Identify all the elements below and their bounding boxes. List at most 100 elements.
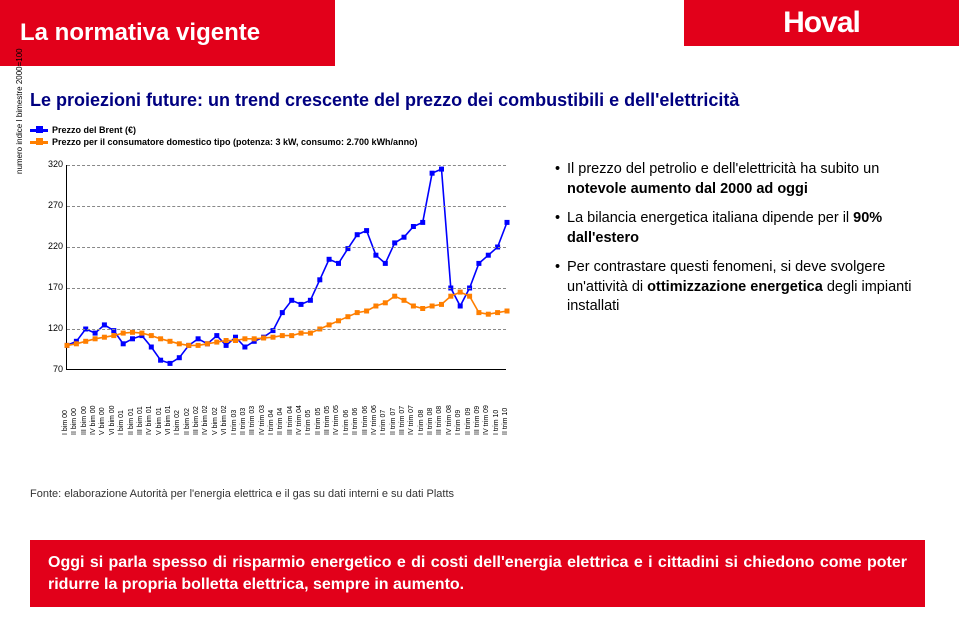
series-marker	[336, 318, 341, 323]
series-marker	[299, 331, 304, 336]
series-marker	[336, 261, 341, 266]
xtick-label: III trim 07	[399, 406, 406, 435]
brand-text: Hoval	[783, 6, 860, 40]
xtick-label: V bim 01	[156, 407, 163, 435]
xtick-label: II trim 03	[240, 408, 247, 435]
series-marker	[186, 343, 191, 348]
xtick-label: I bim 02	[174, 410, 181, 435]
series-marker	[158, 336, 163, 341]
legend-swatch-2	[30, 141, 48, 144]
series-marker	[149, 345, 154, 350]
xtick-label: II trim 04	[277, 408, 284, 435]
series-marker	[233, 338, 238, 343]
series-marker	[327, 322, 332, 327]
gridline	[67, 329, 506, 330]
slide-title: Le proiezioni future: un trend crescente…	[30, 90, 739, 111]
series-marker	[121, 331, 126, 336]
series-marker	[196, 336, 201, 341]
series-marker	[111, 333, 116, 338]
series-marker	[505, 220, 510, 225]
xtick-label: IV trim 09	[483, 405, 490, 435]
series-marker	[149, 333, 154, 338]
xtick-label: II trim 08	[427, 408, 434, 435]
series-marker	[430, 171, 435, 176]
xtick-label: IV trim 08	[446, 405, 453, 435]
series-marker	[430, 304, 435, 309]
series-marker	[458, 304, 463, 309]
ytick-label: 270	[41, 200, 63, 210]
xtick-label: III bim 02	[193, 406, 200, 435]
xtick-label: II trim 10	[502, 408, 509, 435]
chart-ylabel: numero indice I bimestre 2000=100	[15, 48, 24, 174]
source-text: Fonte: elaborazione Autorità per l'energ…	[30, 488, 454, 500]
xtick-label: I trim 04	[268, 410, 275, 435]
series-marker	[83, 339, 88, 344]
series-marker	[392, 294, 397, 299]
series-marker	[317, 277, 322, 282]
bullet-item: La bilancia energetica italiana dipende …	[555, 209, 935, 248]
series-marker	[392, 240, 397, 245]
xtick-label: II bim 02	[184, 408, 191, 435]
series-marker	[252, 336, 257, 341]
series-marker	[102, 322, 107, 327]
xtick-label: VI bim 00	[109, 405, 116, 435]
series-marker	[168, 361, 173, 366]
xtick-label: I bim 00	[62, 410, 69, 435]
series-marker	[130, 330, 135, 335]
legend-series-1: Prezzo del Brent (€)	[30, 125, 450, 135]
series-marker	[486, 312, 491, 317]
series-marker	[214, 333, 219, 338]
bullet-bold: notevole aumento dal 2000 ad oggi	[567, 181, 808, 197]
series-marker	[280, 310, 285, 315]
series-marker	[355, 232, 360, 237]
series-marker	[383, 300, 388, 305]
series-marker	[214, 340, 219, 345]
legend-series-2: Prezzo per il consumatore domestico tipo…	[30, 137, 450, 147]
chart-plot-area: 70120170220270320	[66, 165, 506, 370]
series-marker	[505, 309, 510, 314]
series-marker	[289, 298, 294, 303]
ytick-label: 70	[41, 364, 63, 374]
series-marker	[420, 220, 425, 225]
series-marker	[242, 336, 247, 341]
ytick-label: 120	[41, 323, 63, 333]
series-marker	[476, 310, 481, 315]
series-marker	[402, 298, 407, 303]
series-marker	[74, 341, 79, 346]
series-marker	[402, 235, 407, 240]
xtick-label: II trim 09	[465, 408, 472, 435]
legend-label-1: Prezzo del Brent (€)	[52, 125, 136, 135]
xtick-label: IV trim 05	[333, 405, 340, 435]
series-marker	[476, 261, 481, 266]
series-marker	[439, 302, 444, 307]
xtick-label: VI bim 01	[165, 405, 172, 435]
series-marker	[139, 331, 144, 336]
xtick-label: II bim 01	[128, 408, 135, 435]
xtick-label: III trim 05	[324, 406, 331, 435]
series-marker	[355, 310, 360, 315]
series-marker	[458, 290, 463, 295]
xtick-label: V bim 02	[212, 407, 219, 435]
series-marker	[308, 298, 313, 303]
brand-bar: Hoval	[684, 0, 959, 46]
series-marker	[364, 309, 369, 314]
xtick-label: I bim 01	[118, 410, 125, 435]
tab-title-box: La normativa vigente	[0, 0, 335, 66]
series-marker	[93, 336, 98, 341]
xtick-label: IV bim 02	[202, 405, 209, 435]
series-marker	[121, 341, 126, 346]
series-marker	[420, 306, 425, 311]
series-marker	[261, 336, 266, 341]
series-marker	[299, 302, 304, 307]
series-marker	[168, 339, 173, 344]
xtick-label: IV bim 00	[90, 405, 97, 435]
bullet-pre: La bilancia energetica italiana dipende …	[567, 210, 853, 226]
series-marker	[289, 333, 294, 338]
series-marker	[102, 335, 107, 340]
xtick-label: I trim 05	[305, 410, 312, 435]
footer-text: Oggi si parla spesso di risparmio energe…	[48, 554, 907, 593]
xtick-label: II bim 00	[71, 408, 78, 435]
xtick-label: II trim 06	[352, 408, 359, 435]
series-marker	[224, 343, 229, 348]
series-marker	[448, 294, 453, 299]
